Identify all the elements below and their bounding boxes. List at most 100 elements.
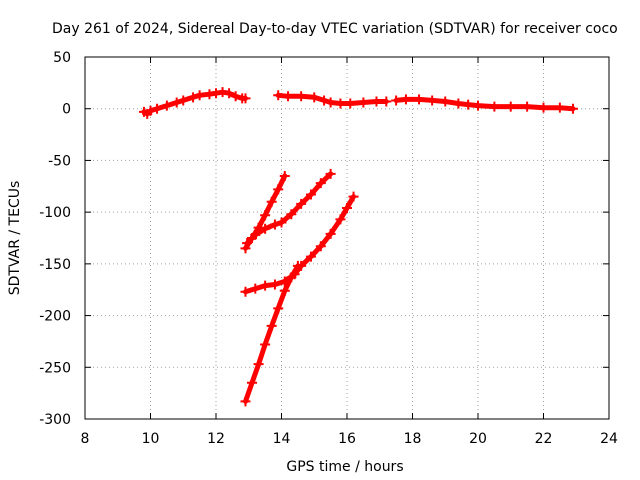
y-tick-label: -300 [39,412,71,428]
x-tick-label: 20 [469,431,487,447]
x-tick-label: 16 [338,431,356,447]
data-point [171,97,182,108]
y-tick-label: 0 [62,102,71,118]
data-point [204,89,215,100]
chart-title: Day 261 of 2024, Sidereal Day-to-day VTE… [52,21,618,37]
y-tick-label: -150 [39,257,71,273]
data-point [178,95,189,106]
x-tick-label: 14 [273,431,291,447]
data-point [286,209,297,220]
data-point [325,228,336,239]
data-point [319,95,330,106]
data-point [325,97,336,108]
data-point [538,102,549,113]
data-point [269,279,280,290]
data-point [567,103,578,114]
x-tick-label: 24 [600,431,618,447]
data-point [391,95,402,106]
data-point [188,92,199,103]
data-point [305,251,316,262]
data-point [260,339,271,350]
series-line [244,171,334,246]
data-point [260,210,271,221]
grid-lines [85,57,609,419]
data-point [554,102,565,113]
data-point [260,223,271,234]
data-point [279,170,290,181]
data-point [242,238,253,249]
x-axis-label: GPS time / hours [286,459,403,475]
data-point [453,98,464,109]
x-tick-label: 18 [404,431,422,447]
x-tick-labels: 8 10 12 14 16 18 20 22 24 [81,431,618,447]
y-axis-label: SDTVAR / TECUs [7,181,23,296]
data-point [273,303,284,314]
data-point [522,101,533,112]
series-track-shallow-upper [242,168,336,249]
data-point [240,93,251,104]
data-point [145,105,156,116]
y-tick-label: -100 [39,205,71,221]
data-point [309,92,320,103]
series-line [141,89,248,117]
data-point [283,91,294,102]
data-point [473,100,483,111]
data-point [505,101,516,112]
axis-ticks [84,56,610,420]
y-tick-label: -50 [48,153,71,169]
data-point [211,88,221,99]
data-point [260,280,271,291]
data-point [266,320,277,331]
data-point [342,203,352,214]
y-tick-label: 50 [53,50,71,66]
data-point [348,191,359,202]
data-point [463,99,474,110]
data-point [279,285,290,296]
data-point [381,96,392,107]
data-point [286,272,297,283]
data-point [224,88,235,99]
y-tick-label: -250 [39,360,71,376]
data-point [194,90,205,101]
series-track-near-zero-c [391,94,578,114]
data-point [240,396,251,407]
data-point [292,260,303,271]
data-point [253,359,264,370]
x-tick-label: 22 [535,431,553,447]
series-track-near-zero-a [138,87,251,119]
data-point [358,97,369,108]
data-point [489,101,500,112]
series-layer [138,87,578,407]
data-point [240,286,251,297]
series-line [243,194,356,295]
data-point [414,94,425,105]
data-point [305,189,316,200]
y-tick-label: -200 [39,309,71,325]
x-tick-label: 8 [81,431,90,447]
data-point [276,217,287,228]
data-point [273,184,284,195]
data-point [345,98,356,109]
data-point [335,98,346,109]
data-point [440,96,451,107]
data-point [230,91,241,102]
y-tick-labels: 50 0 -50 -100 -150 -200 -250 -300 [39,50,71,428]
data-point [161,100,172,111]
x-tick-label: 12 [207,431,225,447]
data-point [266,196,277,207]
series-track-steep-lower [240,260,303,407]
data-point [217,87,228,98]
x-tick-label: 10 [142,431,160,447]
data-point [325,168,336,179]
data-point [273,90,284,101]
data-point [269,219,280,230]
data-point [250,283,261,294]
data-point [296,198,307,209]
data-point [247,377,258,388]
data-point [400,94,411,105]
data-point [315,178,326,189]
data-point [152,103,163,114]
data-point [296,91,307,102]
data-point [315,241,326,252]
